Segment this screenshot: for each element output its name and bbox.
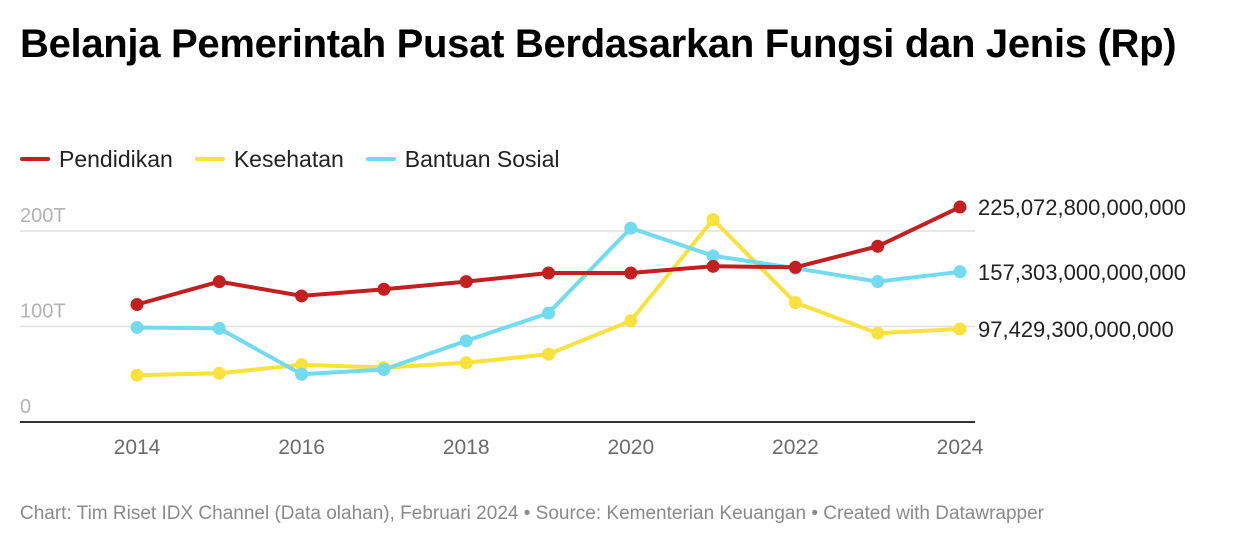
data-point-kesehatan	[953, 322, 967, 336]
y-tick-label: 100T	[20, 301, 66, 323]
data-point-pendidikan	[542, 266, 555, 280]
line-chart: 0 100T 200T 2014 2016 2018 2020 2022 2024 225,072…	[20, 195, 1186, 459]
data-point-kesehatan	[212, 366, 226, 380]
data-point-pendidikan	[871, 239, 885, 253]
data-point-pendidikan	[295, 289, 309, 303]
x-tick-label: 2018	[443, 436, 490, 459]
data-point-pendidikan	[130, 298, 144, 312]
data-point-pendidikan	[953, 200, 967, 214]
data-point-bantuan-sosial	[871, 275, 885, 289]
data-point-bantuan-sosial	[953, 265, 967, 279]
chart-footer: Chart: Tim Riset IDX Channel (Data olaha…	[20, 503, 1044, 524]
data-point-kesehatan	[624, 314, 638, 328]
x-tick-label: 2024	[937, 436, 984, 459]
x-tick-label: 2016	[278, 436, 325, 459]
legend-item-bantuan-sosial: Bantuan Sosial	[365, 145, 560, 173]
series-line-pendidikan	[135, 205, 962, 307]
data-point-pendidikan	[706, 259, 720, 273]
end-value-label: 97,429,300,000,000	[978, 317, 1174, 342]
legend-label: Kesehatan	[233, 145, 344, 172]
data-point-bantuan-sosial	[706, 249, 720, 263]
data-point-pendidikan	[212, 275, 226, 289]
y-tick-label: 200T	[20, 205, 66, 227]
data-point-bantuan-sosial	[212, 321, 226, 335]
data-point-bantuan-sosial	[295, 367, 309, 381]
data-point-kesehatan	[459, 356, 473, 370]
data-point-pendidikan	[788, 260, 802, 274]
data-point-kesehatan	[130, 368, 144, 382]
end-value-label: 225,072,800,000,000	[978, 195, 1186, 220]
x-tick-label: 2020	[607, 436, 654, 459]
data-point-bantuan-sosial	[542, 306, 555, 320]
data-point-pendidikan	[459, 275, 473, 289]
legend-item-pendidikan: Pendidikan	[20, 146, 173, 173]
chart-title: Belanja Pemerintah Pusat Berdasarkan Fun…	[20, 22, 1177, 66]
y-tick-label: 0	[20, 396, 31, 418]
data-point-bantuan-sosial	[130, 320, 144, 334]
data-point-kesehatan	[295, 358, 309, 372]
legend-label: Pendidikan	[59, 145, 173, 172]
x-tick-label: 2022	[772, 436, 819, 459]
data-point-pendidikan	[624, 266, 638, 280]
data-point-bantuan-sosial	[377, 362, 391, 376]
data-point-kesehatan	[871, 326, 885, 340]
data-point-bantuan-sosial	[624, 221, 638, 235]
legend-item-kesehatan: Kesehatan	[194, 145, 344, 173]
data-point-pendidikan	[377, 282, 391, 296]
data-point-bantuan-sosial	[459, 334, 473, 348]
data-point-kesehatan	[706, 213, 720, 227]
end-value-label: 157,303,000,000,000	[978, 260, 1186, 285]
data-point-kesehatan	[788, 296, 802, 310]
legend: Pendidikan Kesehatan Bantuan Sosial	[20, 146, 582, 172]
x-tick-label: 2014	[114, 436, 161, 459]
data-point-kesehatan	[542, 347, 555, 361]
legend-swatch	[365, 157, 396, 161]
legend-label: Bantuan Sosial	[404, 145, 560, 172]
legend-swatch	[194, 157, 225, 161]
legend-swatch	[20, 157, 50, 161]
